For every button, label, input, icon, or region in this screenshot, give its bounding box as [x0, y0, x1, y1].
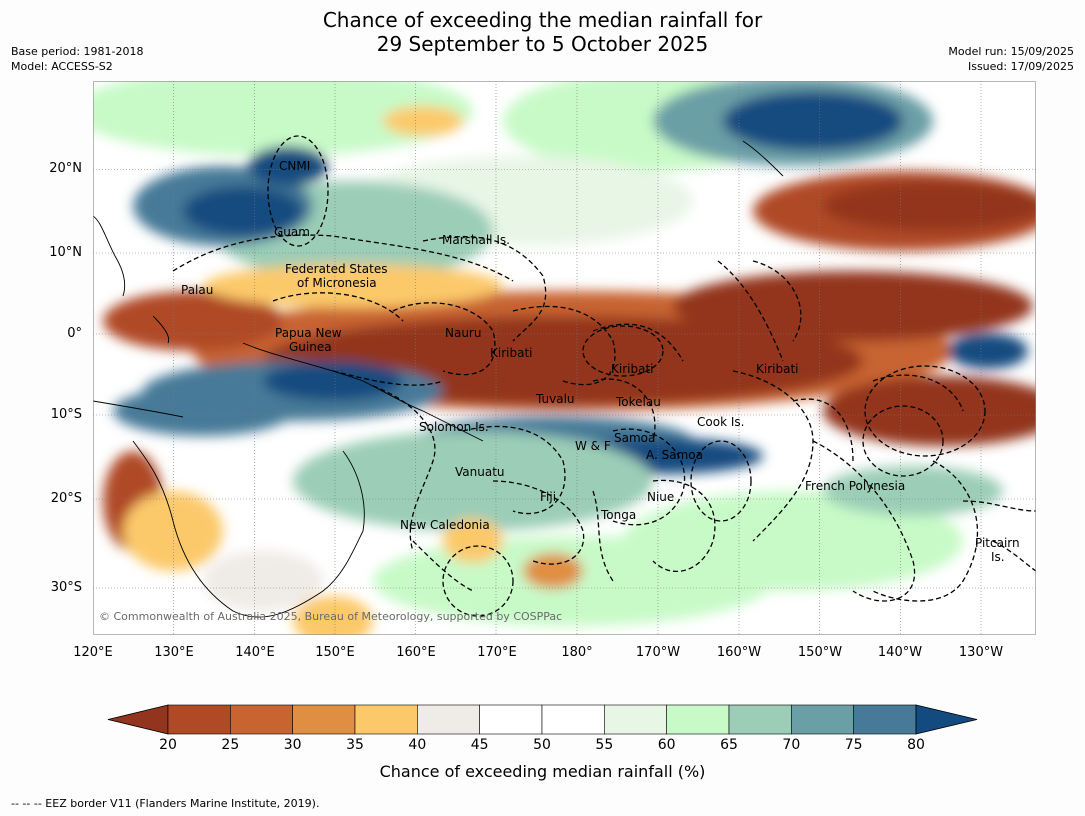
colorbar-segment	[853, 704, 917, 735]
rainfall-map: © Commonwealth of Australia 2025, Bureau…	[93, 81, 1036, 635]
colorbar-tick-label: 25	[221, 737, 240, 753]
model-name: Model: ACCESS-S2	[11, 60, 113, 73]
meta-left: Base period: 1981-2018 Model: ACCESS-S2	[11, 44, 143, 74]
lon-label: 120°E	[73, 645, 113, 660]
map-frame	[93, 81, 1036, 635]
colorbar-segment	[479, 704, 543, 735]
lon-label: 160°E	[396, 645, 436, 660]
region-label-kiribati-west: Kiribati	[490, 346, 533, 360]
region-label-nauru: Nauru	[445, 326, 482, 340]
colorbar-tick-label: 50	[533, 737, 551, 753]
colorbar-tick-label: 80	[907, 737, 925, 753]
region-label-pitcairn-line2: Is.	[991, 550, 1005, 564]
eez-legend-footnote: -- -- -- EEZ border V11 (Flanders Marine…	[11, 797, 320, 810]
title-line-2: 29 September to 5 October 2025	[376, 32, 709, 56]
lon-label: 160°W	[716, 645, 762, 660]
colorbar-segment	[791, 704, 854, 735]
region-label-niue: Niue	[647, 490, 675, 504]
lon-label: 140°W	[877, 645, 923, 660]
region-label-tonga: Tonga	[601, 508, 637, 522]
lat-label: 10°S	[50, 407, 82, 422]
colorbar-segment	[666, 704, 730, 735]
copyright-text: © Commonwealth of Australia 2025, Bureau…	[99, 610, 562, 623]
colorbar-tick-label: 45	[470, 737, 489, 753]
colorbar-tick-label: 20	[159, 737, 177, 753]
region-label-png-line2: Guinea	[289, 340, 332, 354]
region-label-fiji: Fiji	[540, 490, 557, 504]
region-label-american-samoa: A. Samoa	[646, 448, 703, 462]
colorbar-tick-label: 65	[720, 737, 738, 753]
colorbar-segment	[417, 704, 480, 735]
lat-label: 10°N	[49, 245, 82, 260]
lon-label: 150°W	[797, 645, 843, 660]
region-label-vanuatu: Vanuatu	[455, 465, 505, 479]
region-label-fsm-line1: Federated States	[285, 262, 388, 276]
colorbar-tick-label: 40	[408, 737, 427, 753]
region-label-pitcairn-line1: Pitcairn	[975, 536, 1020, 550]
colorbar-label: Chance of exceeding median rainfall (%)	[379, 762, 706, 781]
lon-label: 170°W	[635, 645, 681, 660]
region-label-kiribati-east: Kiribati	[756, 362, 799, 376]
region-label-tokelau: Tokelau	[616, 395, 661, 409]
base-period: Base period: 1981-2018	[11, 45, 144, 58]
graticule	[93, 81, 1036, 635]
region-label-kiribati-central: Kiribati	[611, 362, 654, 376]
title-line-1: Chance of exceeding the median rainfall …	[322, 8, 763, 32]
map-title: Chance of exceeding the median rainfall …	[0, 8, 1085, 56]
colorbar-segment	[292, 704, 356, 735]
lat-label: 20°S	[50, 491, 82, 506]
colorbar-tick-label: 55	[595, 737, 614, 753]
lat-label: 0°	[67, 326, 82, 341]
region-label-french-polynesia: French Polynesia	[805, 479, 906, 493]
rainfall-field	[93, 81, 1036, 635]
colorbar-extend-high	[915, 704, 978, 735]
meta-right: Model run: 15/09/2025 Issued: 17/09/2025	[948, 44, 1074, 74]
lat-label: 20°N	[49, 161, 82, 176]
region-label-marshall-islands: Marshall Is.	[442, 233, 510, 247]
region-label-solomon-islands: Solomon Is.	[419, 420, 489, 434]
colorbar-segment	[604, 704, 667, 735]
region-label-wallis-futuna: W & F	[575, 439, 611, 453]
region-label-palau: Palau	[181, 283, 214, 297]
colorbar-extend-low	[107, 704, 169, 735]
colorbar-tick-label: 30	[283, 737, 302, 753]
colorbar-segment	[354, 704, 418, 735]
colorbar-segment	[541, 704, 605, 735]
lon-label: 130°W	[958, 645, 1004, 660]
colorbar	[107, 704, 978, 735]
region-label-fsm-line2: of Micronesia	[297, 276, 377, 290]
region-label-cnmi: CNMI	[279, 159, 311, 173]
eez-borders	[172, 135, 1036, 617]
region-label-png-line1: Papua New	[275, 326, 342, 340]
lon-label: 180°	[561, 645, 593, 660]
region-label-tuvalu: Tuvalu	[536, 392, 575, 406]
model-run: Model run: 15/09/2025	[948, 45, 1074, 58]
region-label-samoa: Samoa	[614, 431, 656, 445]
region-label-guam: Guam	[274, 225, 310, 239]
colorbar-tick-label: 60	[657, 737, 676, 753]
colorbar-tick-label: 35	[346, 737, 364, 753]
lon-label: 150°E	[315, 645, 355, 660]
colorbar-segment	[728, 704, 792, 735]
colorbar-tick-label: 75	[844, 737, 863, 753]
lon-label: 130°E	[154, 645, 194, 660]
colorbar-tick-label: 70	[782, 737, 801, 753]
region-label-cook-islands: Cook Is.	[697, 415, 745, 429]
lon-label: 170°E	[477, 645, 517, 660]
issued-date: Issued: 17/09/2025	[967, 60, 1074, 73]
lat-label: 30°S	[50, 580, 82, 595]
colorbar-segment	[230, 704, 293, 735]
region-label-new-caledonia: New Caledonia	[400, 518, 490, 532]
colorbar-segment	[167, 704, 231, 735]
lon-label: 140°E	[235, 645, 275, 660]
